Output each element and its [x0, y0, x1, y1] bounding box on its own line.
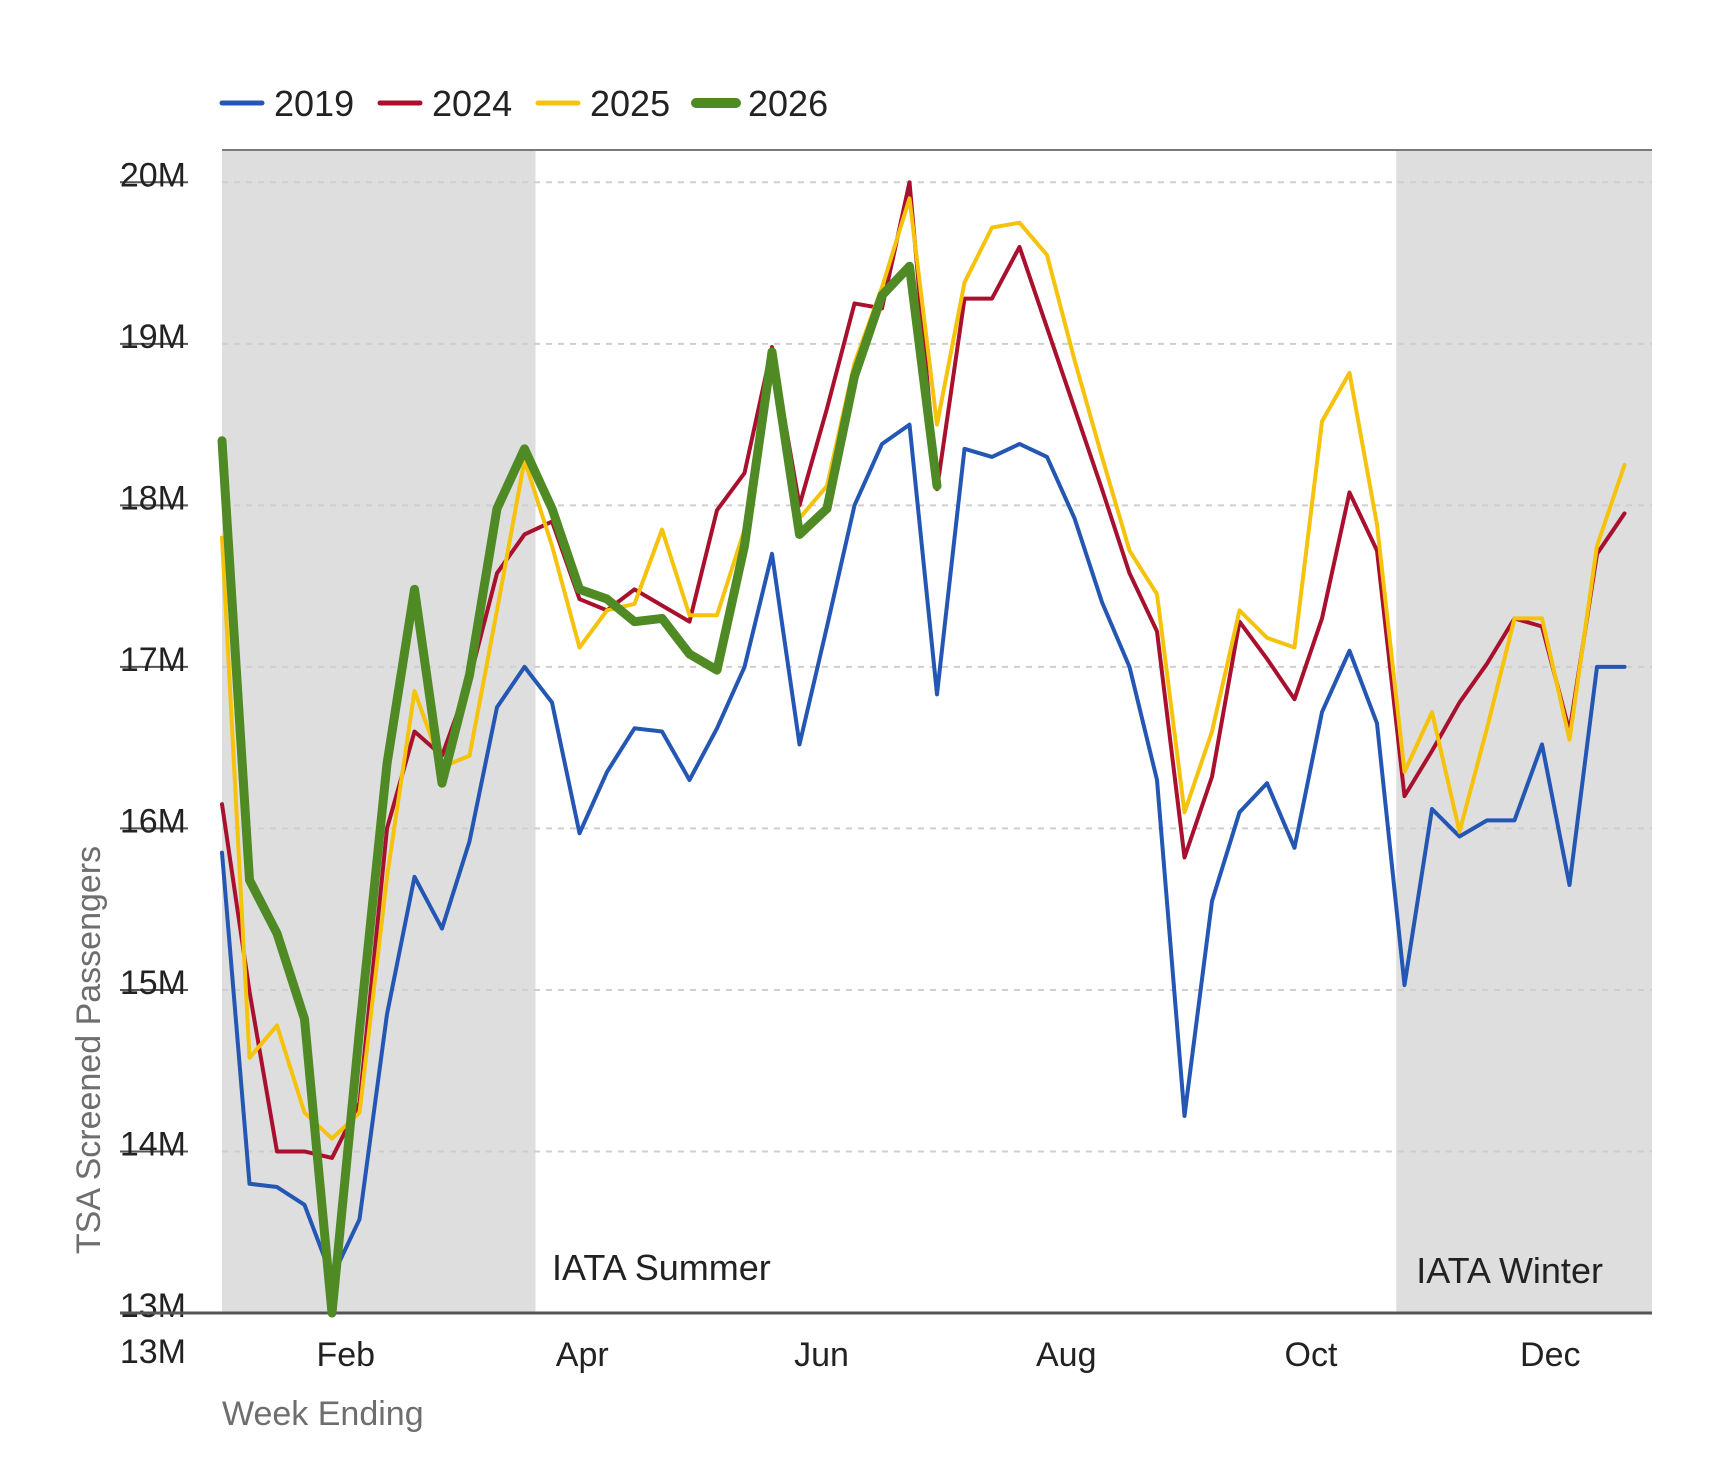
y-floor-label: 13M	[120, 1333, 186, 1371]
series-line-2019	[220, 422, 1627, 1280]
legend-label-2019: 2019	[274, 83, 354, 124]
y-tick-label: 17M	[120, 641, 186, 679]
y-tick-label: 20M	[120, 156, 186, 194]
series-lines	[217, 180, 1627, 1318]
legend-label-2025: 2025	[590, 83, 670, 124]
legend-label-2026: 2026	[748, 83, 828, 124]
x-tick-label: Apr	[556, 1336, 609, 1374]
x-tick-label: Jun	[794, 1336, 849, 1374]
legend-label-2024: 2024	[432, 83, 512, 124]
y-tick-label: 15M	[120, 964, 186, 1002]
y-axis-title: TSA Screened Passengers	[70, 846, 108, 1254]
series-line-2025	[220, 196, 1627, 1141]
series-line-2026	[217, 261, 942, 1318]
x-tick-label: Feb	[316, 1336, 375, 1374]
x-tick-label: Dec	[1520, 1336, 1580, 1374]
y-tick-label: 19M	[120, 318, 186, 356]
band-label-summer: IATA Summer	[552, 1247, 771, 1288]
x-axis-title: Week Ending	[222, 1395, 424, 1433]
band-label-winter: IATA Winter	[1416, 1250, 1603, 1291]
y-tick-label: 13M	[120, 1287, 186, 1325]
y-tick-label: 16M	[120, 802, 186, 840]
x-tick-label: Oct	[1285, 1336, 1338, 1374]
season-band-0	[222, 150, 536, 1313]
legend: 2019 2024 2025 2026	[219, 83, 828, 124]
y-tick-label: 14M	[120, 1125, 186, 1163]
gridlines	[222, 181, 1652, 1153]
y-tick-label: 18M	[120, 479, 186, 517]
axes: 20M 19M 18M 17M 16M 15M 14M 13M 13M Feb Apr Jun Aug O…	[120, 149, 1652, 1374]
x-tick-label: Aug	[1036, 1336, 1097, 1374]
